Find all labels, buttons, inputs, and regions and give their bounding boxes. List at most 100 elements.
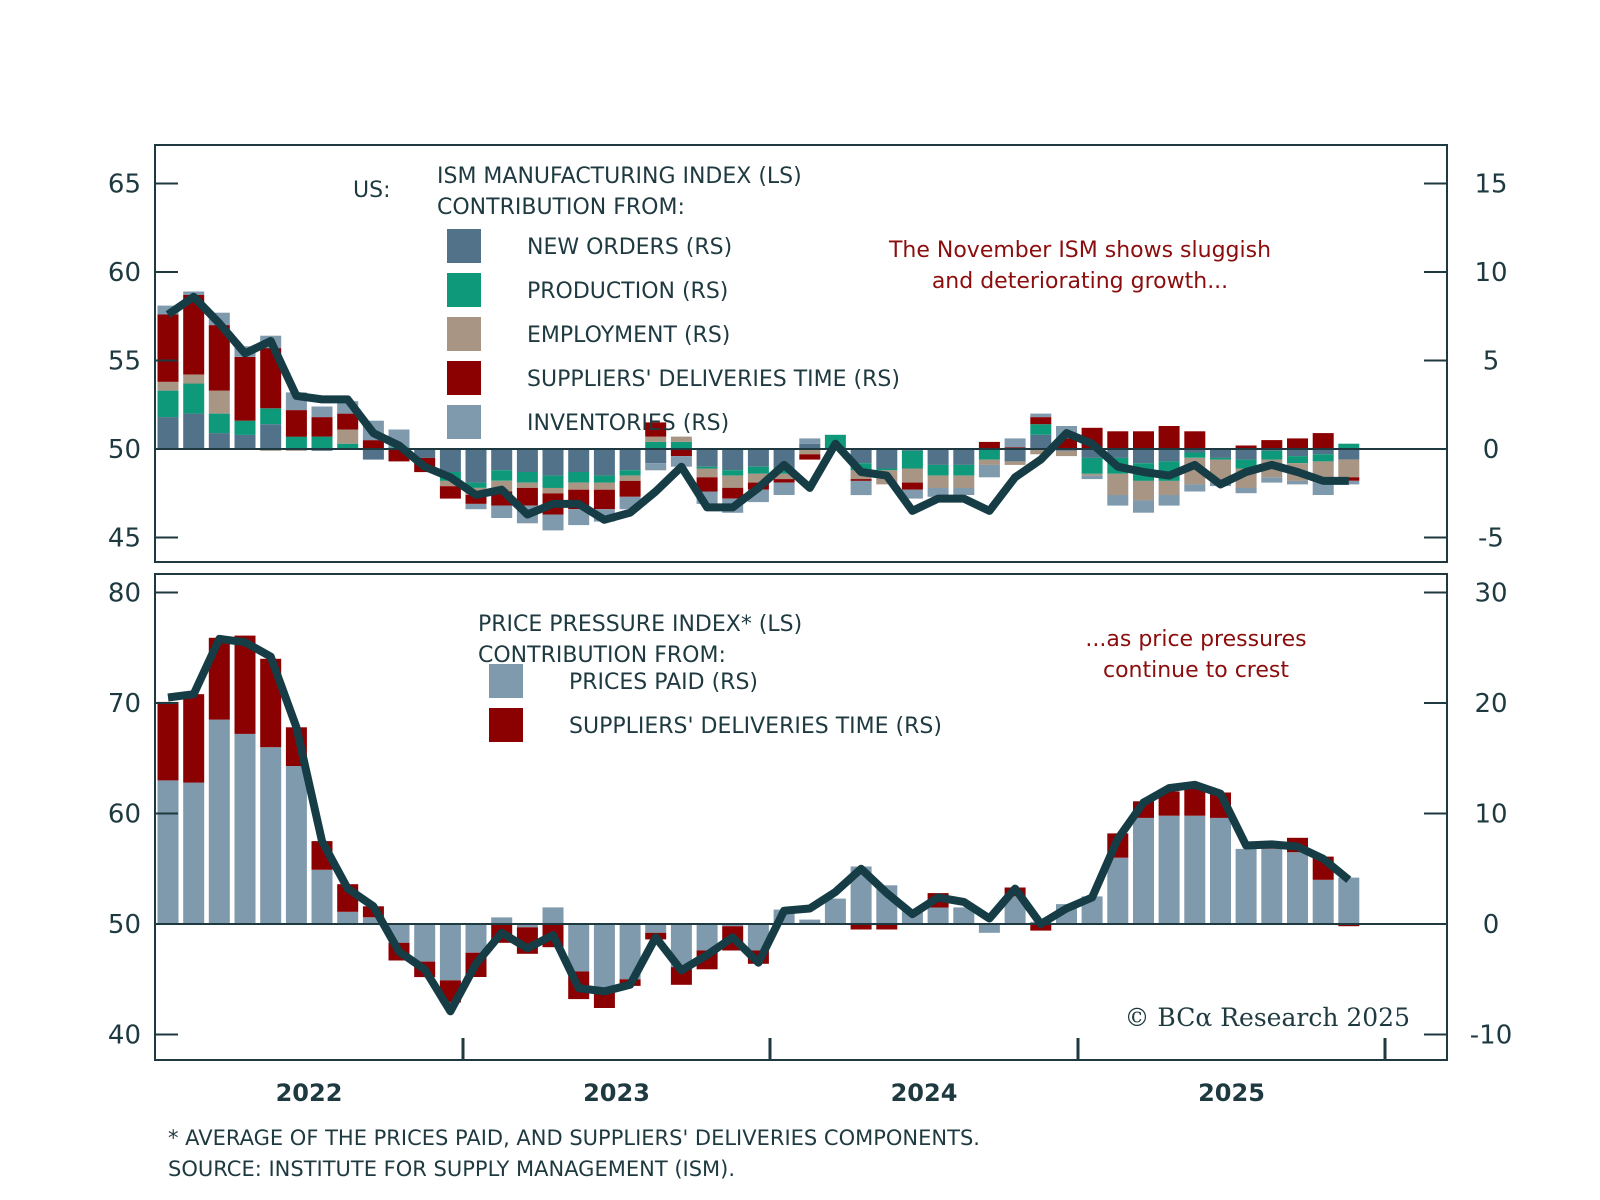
bar-segment-suppliers-deliveries-time-rs	[1056, 438, 1077, 449]
bar-segment-inventories-rs	[799, 438, 821, 444]
bar-segment-inventories-rs	[465, 503, 487, 510]
legend-label: SUPPLIERS' DELIVERIES TIME (RS)	[569, 714, 942, 739]
bar-segment-production-rs	[568, 472, 590, 483]
bar-segment-employment-rs	[1030, 449, 1052, 455]
bar-segment-inventories-rs	[1158, 495, 1180, 506]
bottom-annotation-2: continue to crest	[1103, 658, 1289, 683]
bar-segment-inventories-rs	[1081, 475, 1103, 480]
bar-segment-production-rs	[157, 390, 179, 418]
legend-swatch	[489, 664, 523, 698]
bar-segment-suppliers-deliveries-time-rs	[799, 454, 821, 460]
legend-swatch	[447, 229, 481, 263]
bar-segment-prices-paid-rs	[1004, 896, 1026, 924]
bar-segment-new-orders-rs	[645, 449, 667, 464]
bar-segment-employment-rs	[1056, 450, 1077, 457]
bar-segment-prices-paid-rs	[439, 924, 461, 981]
bar-segment-suppliers-deliveries-time-rs	[465, 495, 487, 504]
bar-segment-prices-paid-rs	[234, 733, 256, 924]
bar-segment-inventories-rs	[311, 406, 333, 418]
top-legend-title-2: CONTRIBUTION FROM:	[437, 195, 685, 220]
bar-segment-prices-paid-rs	[1210, 817, 1231, 924]
bar-segment-production-rs	[1210, 457, 1231, 460]
bar-segment-employment-rs	[1081, 473, 1103, 476]
bar-segment-production-rs	[465, 482, 487, 488]
bar-segment-production-rs	[722, 470, 744, 476]
bar-segment-suppliers-deliveries-time-rs	[1338, 924, 1360, 927]
bar-segment-inventories-rs	[773, 482, 795, 495]
bar-segment-employment-rs	[208, 390, 230, 414]
bar-segment-production-rs	[747, 466, 769, 474]
bar-segment-new-orders-rs	[927, 449, 949, 465]
bar-segment-suppliers-deliveries-time-rs	[362, 440, 384, 449]
bar-segment-prices-paid-rs	[1184, 815, 1206, 924]
bar-segment-employment-rs	[1158, 480, 1180, 496]
bar-segment-new-orders-rs	[876, 449, 898, 469]
bar-segment-production-rs	[1338, 443, 1360, 449]
bar-segment-new-orders-rs	[568, 449, 590, 472]
bar-segment-suppliers-deliveries-time-rs	[234, 357, 256, 421]
top-legend-title-1: ISM MANUFACTURING INDEX (LS)	[437, 164, 802, 189]
bar-segment-employment-rs	[696, 468, 718, 478]
bar-segment-employment-rs	[901, 468, 923, 483]
country-label: US:	[353, 178, 390, 203]
bar-segment-production-rs	[773, 468, 795, 474]
bar-segment-inventories-rs	[670, 456, 692, 467]
left-tick-label: 50	[108, 910, 141, 940]
left-tick-label: 65	[108, 170, 141, 200]
bar-segment-new-orders-rs	[157, 417, 179, 449]
footnote-1: * AVERAGE OF THE PRICES PAID, AND SUPPLI…	[168, 1126, 980, 1150]
left-tick-label: 50	[108, 435, 141, 465]
bar-segment-prices-paid-rs	[1158, 815, 1180, 924]
bar-segment-new-orders-rs	[542, 449, 564, 476]
bar-segment-suppliers-deliveries-time-rs	[696, 477, 718, 492]
bar-segment-prices-paid-rs	[927, 907, 949, 924]
bar-segment-prices-paid-rs	[1338, 877, 1360, 924]
bar-segment-suppliers-deliveries-time-rs	[1312, 433, 1334, 449]
bar-segment-suppliers-deliveries-time-rs	[901, 482, 923, 490]
bar-segment-employment-rs	[1107, 473, 1129, 495]
bar-segment-new-orders-rs	[953, 449, 975, 465]
bar-segment-inventories-rs	[1184, 484, 1206, 492]
bar-segment-new-orders-rs	[696, 449, 718, 467]
bar-segment-suppliers-deliveries-time-rs	[285, 410, 307, 437]
bar-segment-production-rs	[927, 464, 949, 476]
bar-segment-employment-rs	[1133, 480, 1154, 501]
bar-segment-production-rs	[670, 441, 692, 449]
bar-segment-production-rs	[696, 466, 718, 469]
right-tick-label: 10	[1474, 258, 1507, 288]
bar-segment-new-orders-rs	[773, 449, 795, 469]
bar-segment-suppliers-deliveries-time-rs	[1133, 431, 1154, 449]
bar-segment-suppliers-deliveries-time-rs	[1107, 431, 1129, 449]
bar-segment-employment-rs	[978, 459, 1000, 465]
bar-segment-new-orders-rs	[850, 449, 872, 464]
bar-segment-inventories-rs	[1312, 482, 1334, 495]
bar-segment-employment-rs	[1338, 459, 1360, 478]
bar-segment-prices-paid-rs	[1287, 852, 1308, 924]
bar-segment-suppliers-deliveries-time-rs	[439, 486, 461, 499]
bar-segment-suppliers-deliveries-time-rs	[183, 694, 205, 783]
bar-segment-employment-rs	[773, 473, 795, 480]
bar-segment-suppliers-deliveries-time-rs	[593, 489, 615, 510]
bar-segment-new-orders-rs	[1287, 449, 1308, 457]
bar-segment-production-rs	[285, 436, 307, 449]
bar-segment-suppliers-deliveries-time-rs	[1235, 445, 1257, 449]
bar-segment-prices-paid-rs	[260, 747, 282, 924]
right-tick-label: -10	[1470, 1021, 1512, 1051]
top-bars-group	[157, 291, 1360, 531]
bar-segment-prices-paid-rs	[1261, 848, 1283, 924]
bar-segment-inventories-rs	[568, 509, 590, 526]
legend-swatch	[489, 708, 523, 742]
top-panel-frame	[154, 144, 1448, 563]
bar-segment-production-rs	[1312, 454, 1334, 462]
bar-segment-prices-paid-rs	[824, 898, 846, 924]
bar-segment-suppliers-deliveries-time-rs	[516, 487, 538, 506]
bar-segment-inventories-rs	[491, 505, 513, 518]
bar-segment-employment-rs	[157, 381, 179, 391]
bar-segment-prices-paid-rs	[645, 924, 667, 933]
ism-index-line	[165, 292, 1349, 524]
bar-segment-suppliers-deliveries-time-rs	[1287, 438, 1308, 449]
bar-segment-employment-rs	[568, 482, 590, 490]
bar-segment-inventories-rs	[978, 464, 1000, 478]
bar-segment-production-rs	[953, 464, 975, 476]
